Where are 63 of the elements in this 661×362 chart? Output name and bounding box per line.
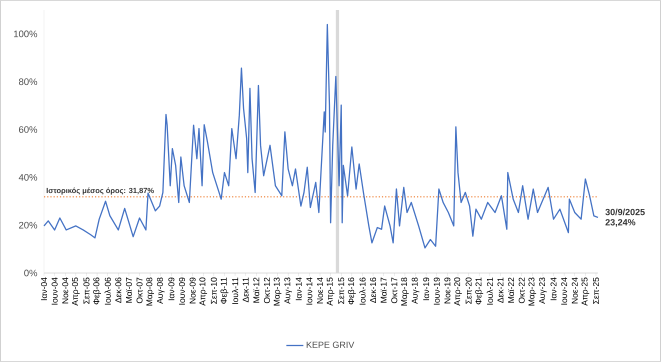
x-tick-label: Αυγ-18 — [412, 278, 420, 304]
annotation: 23,24% — [605, 219, 636, 227]
x-tick-label: Αυγ-23 — [539, 278, 547, 304]
x-tick-label: Μαϊ-22 — [508, 278, 514, 303]
x-tick-label: Μαρ-23 — [528, 278, 536, 306]
x-tick-label: Νοε-14 — [317, 277, 323, 304]
x-tick-label: Ιουλ-11 — [232, 278, 238, 304]
x-tick-label: Δεκ-11 — [242, 278, 249, 302]
x-tick-label: Μαϊ-17 — [380, 278, 387, 303]
x-tick-label: Φεβ-21 — [475, 278, 484, 304]
x-tick-label: Ιουν-14 — [306, 277, 312, 305]
x-tick-label: Ιουλ-16 — [359, 278, 366, 305]
x-tick-label: Ιουν-04 — [52, 277, 58, 305]
y-tick-label: 100% — [14, 30, 38, 38]
x-tick-label: Σεπ-15 — [338, 278, 344, 304]
x-tick-label: Οκτ-07 — [136, 278, 143, 304]
x-tick-label: Φεβ-16 — [348, 278, 356, 304]
x-tick-label: Μαρ-13 — [274, 278, 282, 306]
x-tick-label: Ιουν-19 — [434, 278, 440, 305]
x-tick-label: Απρ-10 — [199, 278, 208, 306]
x-tick-label: Νοε-09 — [190, 278, 196, 304]
y-tick-label: 20% — [19, 222, 38, 229]
x-tick-label: Ιαν-14 — [296, 277, 302, 300]
x-tick-label: Ιαν-19 — [423, 278, 430, 300]
x-tick-label: Δεκ-21 — [497, 278, 504, 303]
x-tick-label: Οκτ-12 — [264, 278, 270, 304]
x-tick-label: Απρ-05 — [72, 278, 80, 306]
x-tick-label: Ιουλ-21 — [486, 278, 493, 305]
x-tick-label: Σεπ-20 — [466, 278, 472, 304]
x-tick-label: Φεβ-11 — [220, 278, 228, 304]
x-tick-label: Ιουν-24 — [561, 277, 568, 305]
x-tick-label: Νοε-04 — [62, 277, 68, 304]
x-tick-label: Απρ-20 — [454, 278, 462, 306]
x-tick-label: Μαρ-18 — [401, 278, 409, 306]
x-tick-label: Ιουν-09 — [179, 278, 185, 305]
x-tick-label: Ιουλ-06 — [104, 278, 111, 305]
x-tick-label: Αυγ-08 — [156, 278, 165, 304]
x-tick-label: Ιαν-24 — [550, 277, 557, 300]
x-tick-label: Αυγ-13 — [284, 278, 292, 304]
x-tick-label: Σεπ-05 — [83, 278, 90, 304]
x-tick-label: Φεβ-06 — [93, 278, 102, 304]
x-tick-label: Δεκ-16 — [370, 278, 376, 303]
x-tick-label: Οκτ-22 — [518, 278, 525, 304]
x-tick-label: Νοε-19 — [444, 278, 450, 304]
x-tick-label: Μαϊ-07 — [126, 278, 132, 303]
y-tick-label: 60% — [19, 126, 38, 133]
y-tick-label: 40% — [18, 174, 38, 181]
x-tick-label: Μαϊ-12 — [253, 278, 260, 303]
line-series — [43, 24, 599, 249]
x-tick-label: Νοε-24 — [572, 277, 578, 304]
x-tick-label: Οκτ-17 — [391, 278, 398, 304]
legend-label: KEPE GRIV — [306, 342, 354, 348]
x-tick-label: Σεπ-10 — [210, 278, 217, 304]
y-tick-label: 0% — [24, 270, 38, 276]
y-tick-label: 80% — [18, 78, 38, 86]
x-tick-label: Μαρ-08 — [146, 278, 154, 306]
x-tick-label: Απρ-15 — [326, 278, 334, 306]
x-tick-label: Απρ-25 — [582, 278, 590, 306]
x-tick-label: Ιαν-04 — [41, 277, 47, 300]
x-tick-label: Σεπ-25 — [592, 278, 599, 304]
x-tick-label: Δεκ-06 — [115, 278, 122, 303]
annotation: 30/9/2025 — [605, 208, 645, 216]
x-tick-label: Ιαν-09 — [168, 278, 174, 300]
